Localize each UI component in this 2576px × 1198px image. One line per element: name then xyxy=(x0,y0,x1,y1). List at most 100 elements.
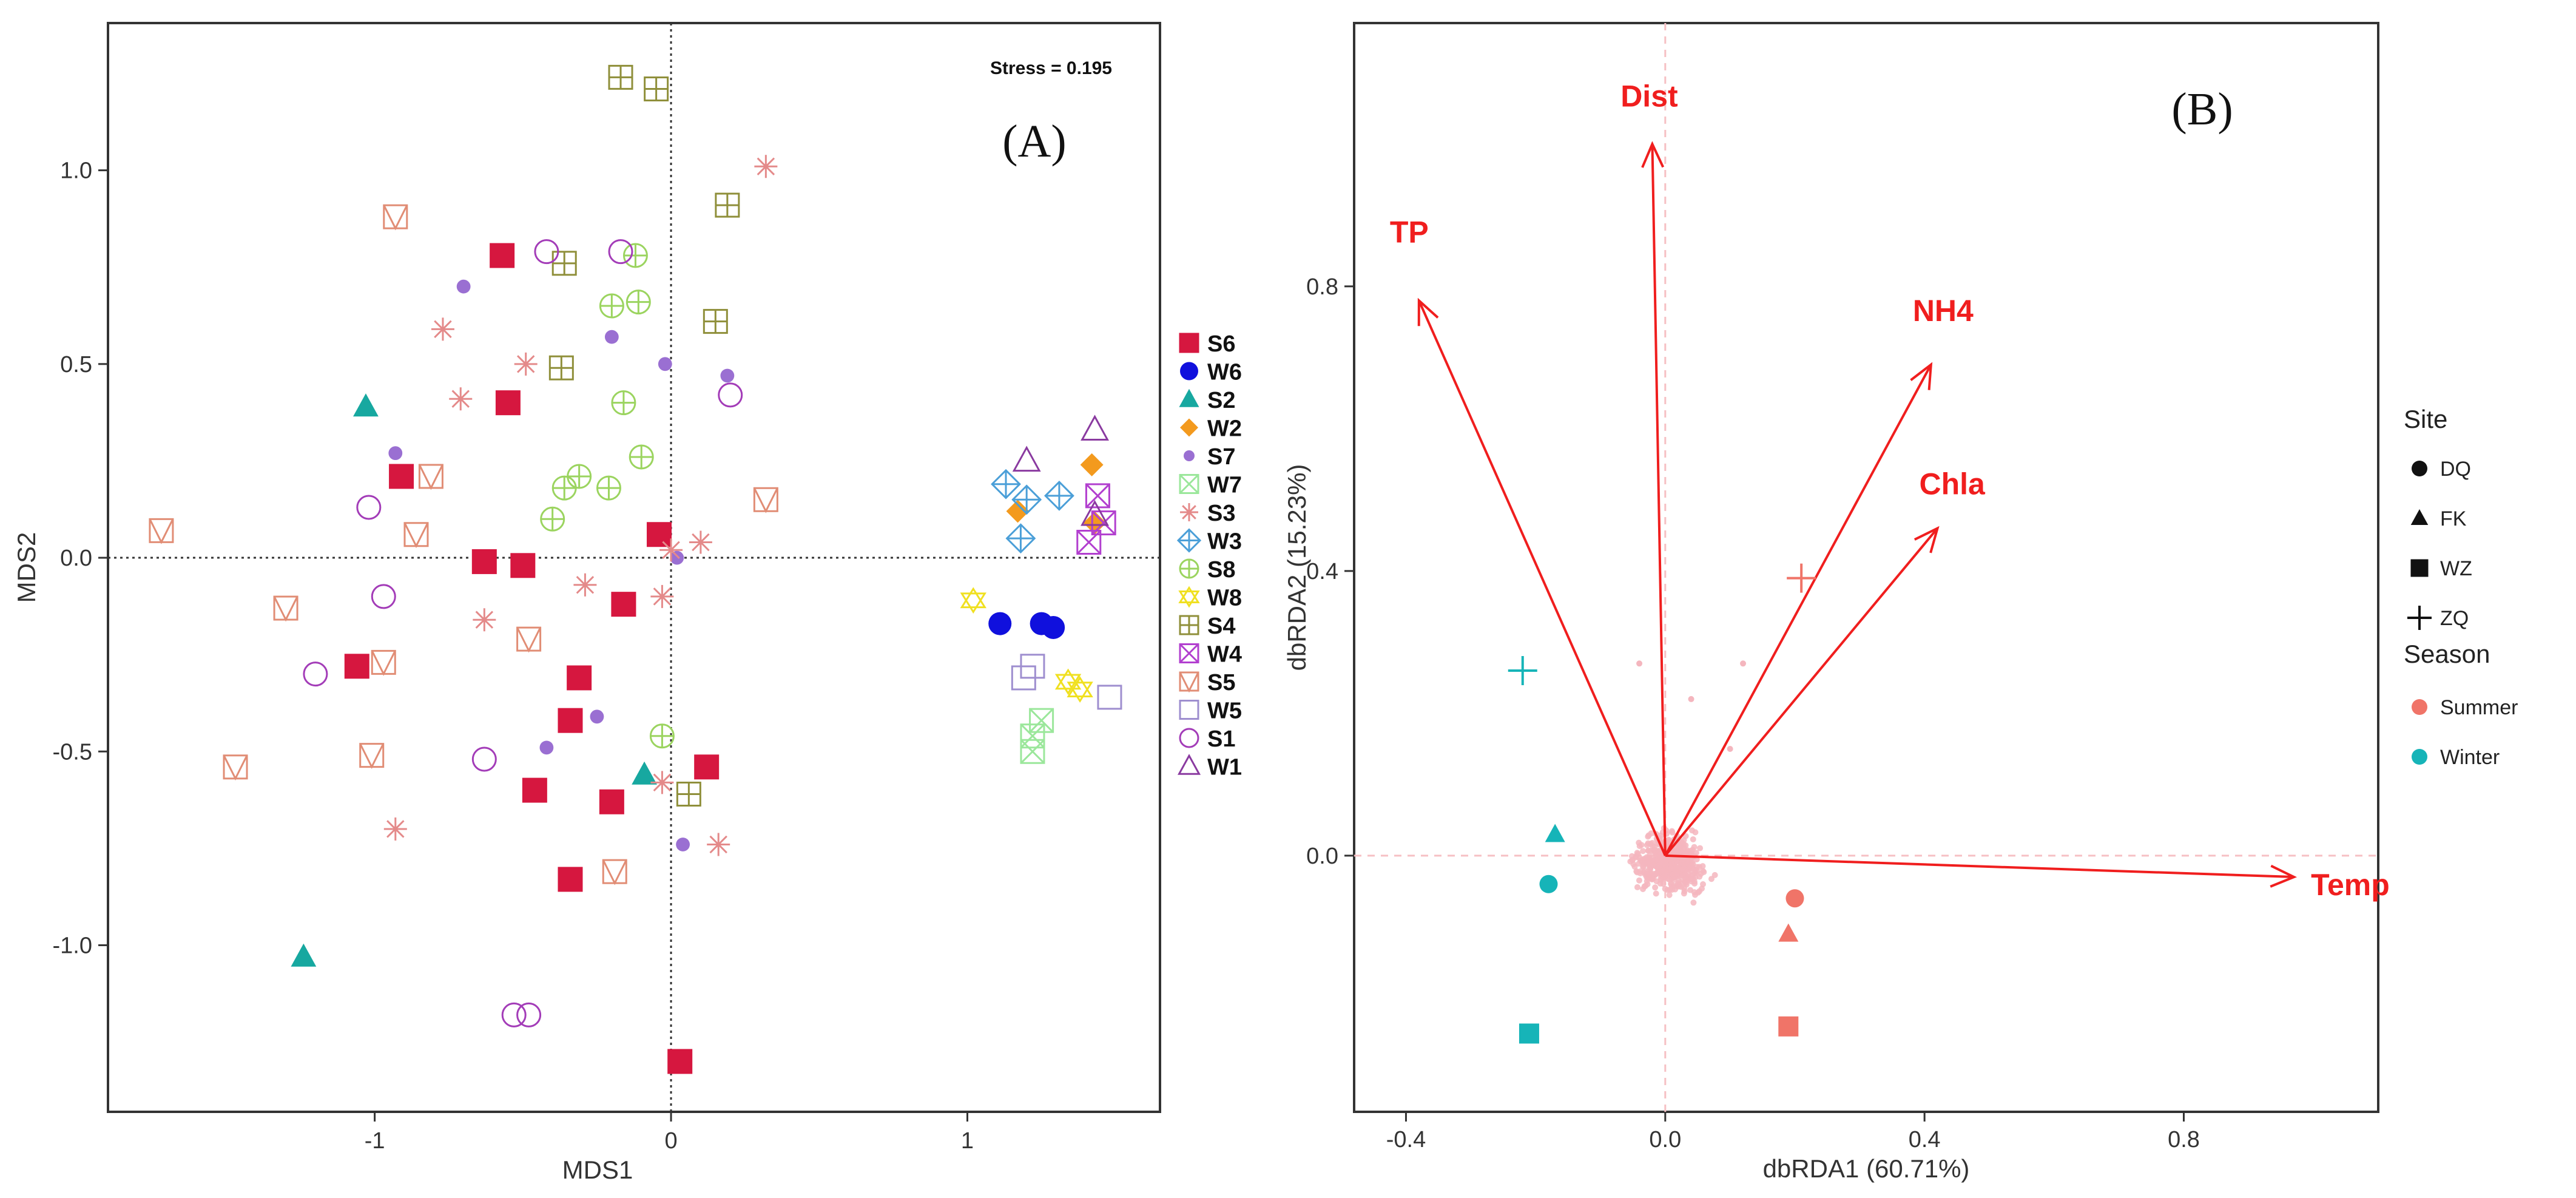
panel-b-xtick-label: 0.0 xyxy=(1649,1127,1681,1152)
panel-a-xlabel: MDS1 xyxy=(562,1156,633,1184)
point-s4 xyxy=(551,251,577,276)
legend-label-w7: W7 xyxy=(1207,473,1242,498)
point-s1 xyxy=(534,239,559,265)
point-s7 xyxy=(604,330,619,344)
point-w8 xyxy=(1054,668,1082,695)
point-dq-summer xyxy=(1785,889,1804,908)
vector-temp: Temp xyxy=(1665,854,2390,902)
point-s3 xyxy=(449,387,473,411)
legend-site-key-fk xyxy=(2410,509,2429,526)
point-s3 xyxy=(383,817,407,841)
legend-key-w4 xyxy=(1179,643,1199,663)
point-s8 xyxy=(649,723,675,749)
point-s5 xyxy=(149,518,174,544)
point-s6 xyxy=(599,789,624,814)
panel-a-ytick-label: 1.0 xyxy=(60,158,92,184)
panel-b-xtick-label: 0.4 xyxy=(1909,1127,1941,1152)
legend-key-s8 xyxy=(1179,558,1199,579)
panel-b-xtick-label: 0.8 xyxy=(2168,1127,2200,1152)
point-s4 xyxy=(608,64,633,90)
legend-label-w5: W5 xyxy=(1207,699,1242,724)
point-s6 xyxy=(510,553,536,578)
vector-chla: Chla xyxy=(1664,467,1986,857)
point-zq-summer xyxy=(1787,563,1816,593)
point-s1 xyxy=(608,239,633,265)
vector-label-nh4: NH4 xyxy=(1913,294,1974,328)
point-s8 xyxy=(551,475,577,501)
legend-season-key-summer xyxy=(2412,699,2427,715)
point-dq-winter xyxy=(1539,875,1558,893)
point-s6 xyxy=(558,708,583,733)
vector-label-dist: Dist xyxy=(1620,79,1678,113)
point-s5 xyxy=(602,859,627,885)
point-s8 xyxy=(540,506,565,532)
point-s5 xyxy=(273,595,298,622)
point-s3 xyxy=(431,317,454,341)
point-s6 xyxy=(567,665,592,691)
point-s1 xyxy=(303,662,328,687)
legend-key-w2 xyxy=(1180,418,1198,437)
legend-label-w6: W6 xyxy=(1207,360,1242,385)
legend-label-s3: S3 xyxy=(1207,501,1235,526)
point-s6 xyxy=(647,522,672,547)
panel-a-ytick-label: -1.0 xyxy=(53,933,92,958)
panel-b-xlabel: dbRDA1 (60.71%) xyxy=(1763,1154,1970,1183)
panel-a-xtick-label: -1 xyxy=(365,1128,385,1154)
point-s2 xyxy=(291,943,317,967)
point-s5 xyxy=(371,649,396,676)
panel-a-ytick-label: 0.5 xyxy=(60,352,92,377)
point-s4 xyxy=(644,76,669,102)
legend-label-s7: S7 xyxy=(1207,444,1235,470)
point-s4 xyxy=(715,192,740,218)
point-s1 xyxy=(356,495,382,520)
legend-site-label-dq: DQ xyxy=(2440,458,2471,481)
legend-season-label-summer: Summer xyxy=(2440,696,2518,719)
point-w3 xyxy=(991,469,1021,499)
panel-b-frame xyxy=(1353,22,2379,1113)
panel-b-xtick-label: -0.4 xyxy=(1386,1127,1426,1152)
point-s6 xyxy=(522,777,547,803)
legend-label-s8: S8 xyxy=(1207,557,1235,583)
panel-a-ytick-label: 0.0 xyxy=(60,546,92,571)
point-wz-summer xyxy=(1778,1016,1799,1037)
legend-key-s6 xyxy=(1179,333,1199,353)
panel-a-xtick-label: 0 xyxy=(664,1128,677,1154)
point-zq-winter xyxy=(1508,656,1537,686)
stress-label: Stress = 0.195 xyxy=(990,58,1112,78)
legend-label-s6: S6 xyxy=(1207,331,1235,357)
point-s3 xyxy=(707,833,730,856)
legend-site-key-wz xyxy=(2410,559,2429,577)
legend-season-title: Season xyxy=(2404,640,2490,668)
panel-a-frame xyxy=(107,22,1161,1113)
point-s6 xyxy=(667,1049,693,1074)
point-s7 xyxy=(658,357,672,371)
point-s8 xyxy=(599,293,624,319)
legend-key-w6 xyxy=(1180,362,1198,381)
point-w7 xyxy=(1029,708,1054,733)
point-s7 xyxy=(456,279,471,294)
point-s8 xyxy=(625,289,651,315)
point-s7 xyxy=(388,446,403,461)
point-w2 xyxy=(1080,453,1104,476)
point-s8 xyxy=(629,444,654,470)
point-w6 xyxy=(988,612,1012,635)
panel-a-xtick-label: 1 xyxy=(961,1128,974,1154)
panel-b-ytick-label: 0.4 xyxy=(1306,559,1338,584)
panel-a-ylabel: MDS2 xyxy=(12,532,41,603)
legend-site-label-fk: FK xyxy=(2440,507,2467,530)
legend-season-key-winter xyxy=(2412,749,2427,765)
legend-site-label-zq: ZQ xyxy=(2440,607,2469,630)
vector-label-chla: Chla xyxy=(1920,467,1986,501)
point-w2 xyxy=(1083,511,1107,535)
point-w4 xyxy=(1076,530,1102,555)
legend-key-s1 xyxy=(1179,728,1199,748)
legend-key-w3 xyxy=(1176,528,1202,553)
point-s3 xyxy=(650,771,674,794)
legend-label-s5: S5 xyxy=(1207,670,1235,695)
point-s6 xyxy=(490,243,515,268)
point-w1 xyxy=(1081,499,1109,526)
legend-site-key-zq xyxy=(2407,606,2432,630)
point-s3 xyxy=(514,352,538,376)
panel-b-label: (B) xyxy=(2171,84,2233,135)
